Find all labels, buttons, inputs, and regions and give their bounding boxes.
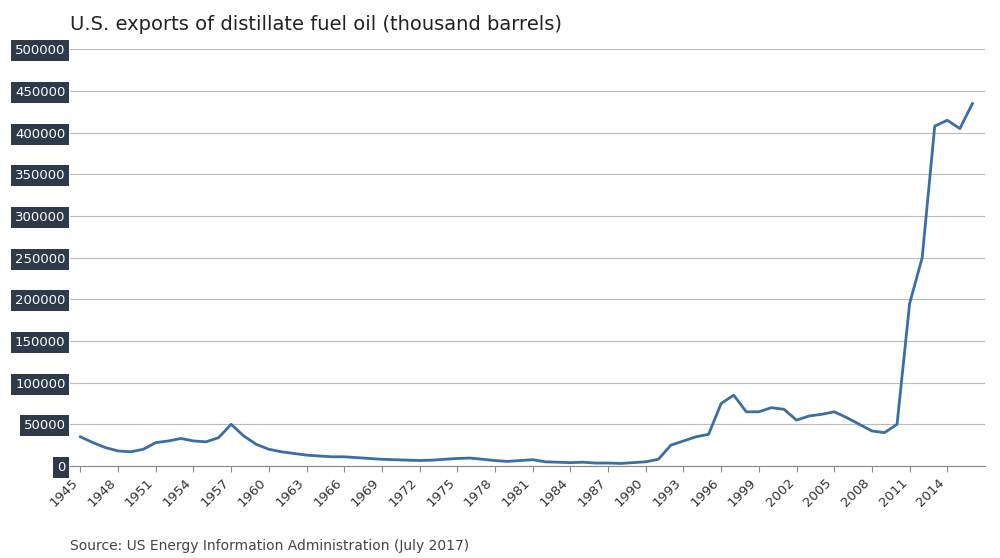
Text: U.S. exports of distillate fuel oil (thousand barrels): U.S. exports of distillate fuel oil (tho…: [70, 15, 562, 34]
Text: Source: US Energy Information Administration (July 2017): Source: US Energy Information Administra…: [70, 538, 469, 552]
